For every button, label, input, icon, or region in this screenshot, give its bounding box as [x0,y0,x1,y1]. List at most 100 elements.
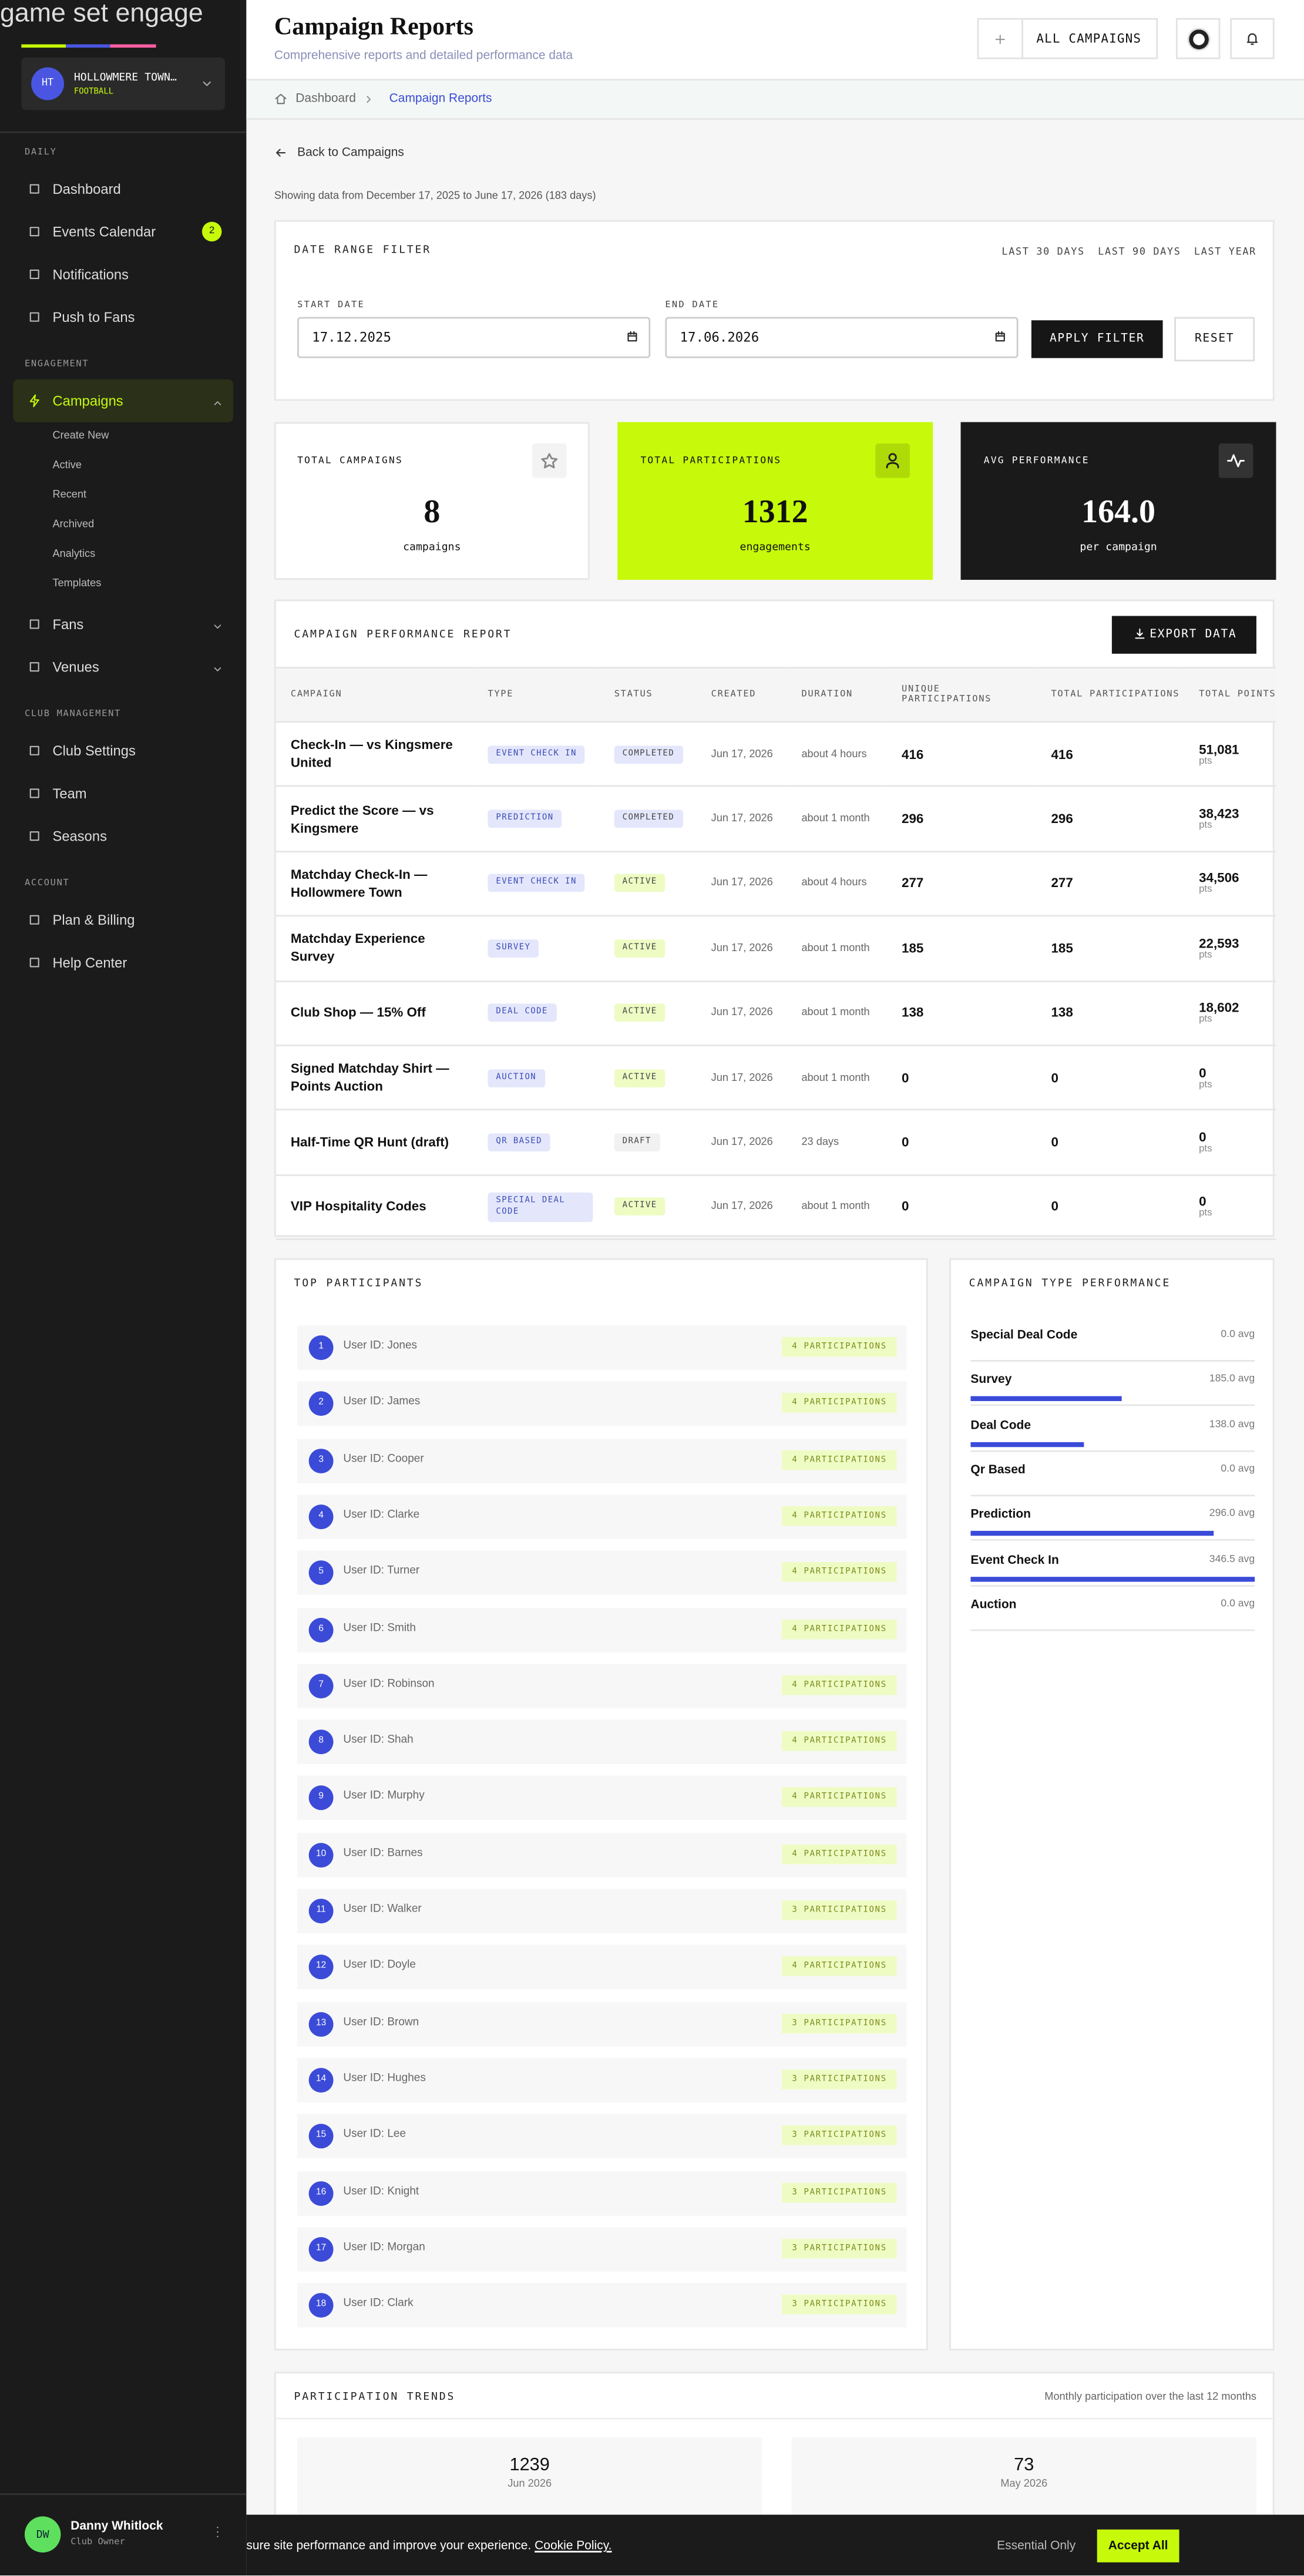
icon [214,624,221,629]
nav-item[interactable]: Notifications [13,253,233,296]
unique-participations: 296 [886,786,1037,852]
type-row: Event Check In 346.5 avg [970,1551,1255,1586]
campaign-row[interactable]: VIP Hospitality Codes SPECIAL DEAL CODE AC… [275,1174,1276,1241]
campaign-row[interactable]: Predict the Score — vs Kingsmere PREDICTI… [275,786,1276,852]
user-id: User ID: Lee [343,2129,406,2141]
nav-item[interactable]: Club Settings [13,729,233,772]
type-row: Qr Based 0.0 avg [970,1462,1255,1496]
section-title: CLUB MANAGEMENT [24,709,121,720]
breadcrumb-current: Campaign Reports [389,90,492,105]
stat-label: TOTAL CAMPAIGNS [297,456,404,467]
type-cell: DEAL CODE [473,980,600,1046]
club-name: HOLLOWMERE TOWN… [73,70,177,84]
campaign-row[interactable]: Check-In — vs Kingsmere United EVENT CHEC… [275,721,1276,788]
notifications-button[interactable] [1230,18,1275,59]
total-points: 34,506 pts [1184,851,1276,917]
campaign-row[interactable]: Matchday Check-In — Hollowmere Town EVENT… [275,851,1276,917]
sidebar: game set engage HT HOLLOWMERE TOWN… FOOTBAL… [0,0,247,2576]
sub-nav-item[interactable]: Analytics [52,548,96,560]
user-id: User ID: Knight [343,2185,419,2197]
preset-button[interactable]: LAST 90 DAYS [1098,246,1181,258]
field-label: START DATE [297,300,365,311]
rank: 16 [308,2180,334,2205]
user-id: User ID: Jones [343,1340,418,1352]
nav-label: Help Center [52,954,127,971]
add-button[interactable] [979,19,1023,58]
icon [276,149,286,157]
column-header: TYPE [473,667,600,723]
type-row: Survey 185.0 avg [970,1372,1255,1407]
type-cell: QR BASED [473,1110,600,1176]
user-profile: DW Danny Whitlock Club Owner [0,2493,247,2575]
page-title: Campaign Reports [274,15,473,41]
stat-icon [1218,443,1253,478]
nav-item[interactable]: Venues [13,646,233,688]
stat-icon [875,443,910,478]
points-value: 0 [1199,1065,1206,1080]
total-points: 51,081 pts [1184,721,1276,788]
icon [1246,33,1258,45]
status-cell: ACTIVE [599,916,697,982]
preset-button[interactable]: LAST YEAR [1194,246,1256,258]
nav-item[interactable]: Fans [13,603,233,646]
participant-row: 13 User ID: Brown 3 PARTICIPATIONS [297,2001,907,2046]
nav-item[interactable]: Team [13,772,233,815]
campaign-row[interactable]: Matchday Experience Survey SURVEY ACTIVE Ju… [275,916,1276,982]
campaign-row[interactable]: Club Shop — 15% Off DEAL CODE ACTIVE Jun 17… [275,980,1276,1046]
sub-nav-item[interactable]: Active [52,459,82,472]
apply-button[interactable]: APPLY FILTER [1031,320,1163,358]
rank: 10 [308,1842,334,1868]
nav-item[interactable]: Events Calendar 2 [13,210,233,253]
icon [214,667,221,671]
icon [1227,454,1245,468]
accept-all-button[interactable]: Accept All [1097,2529,1179,2562]
sub-nav-item[interactable]: Archived [52,519,95,531]
back-link[interactable]: Back to Campaigns [274,145,404,159]
nav-item[interactable]: Campaigns [13,379,234,422]
sub-nav-item[interactable]: Templates [52,578,102,590]
nav-item[interactable]: Help Center [13,941,233,984]
created: Jun 17, 2026 [696,851,787,917]
unique-participations: 277 [886,851,1037,917]
points-value: 0 [1199,1194,1206,1210]
status-pill: ACTIVE [614,1069,666,1087]
stat-icon [532,443,567,478]
start-date-input[interactable]: 17.12.2025 [297,317,651,358]
export-button[interactable]: EXPORT DATA [1111,616,1256,654]
participant-row: 10 User ID: Barnes 4 PARTICIPATIONS [297,1832,907,1877]
campaign-row[interactable]: Half-Time QR Hunt (draft) QR BASED DRAFT Ju… [275,1110,1276,1176]
end-date-input[interactable]: 17.06.2026 [665,317,1019,358]
icon [541,453,558,469]
nav-item[interactable]: Plan & Billing [13,898,233,941]
total-participations: 0 [1036,1110,1184,1176]
status-pill: COMPLETED [614,745,683,764]
user-avatar: DW [24,2516,61,2553]
sub-nav-item[interactable]: Recent [52,489,87,501]
campaign-name: Predict the Score — vs Kingsmere [275,786,473,852]
sub-nav-item[interactable]: Create New [52,430,109,442]
participation-count: 3 PARTICIPATIONS [782,2238,897,2258]
points-unit: pts [1199,886,1212,896]
avatar-button[interactable] [1175,18,1221,59]
type-pill: EVENT CHECK IN [488,745,585,764]
cookie-policy-link[interactable]: Cookie Policy. [535,2537,612,2553]
campaign-row[interactable]: Signed Matchday Shirt — Points Auction AU… [275,1045,1276,1111]
icon [995,331,1005,342]
reset-button[interactable]: RESET [1174,317,1255,362]
breadcrumb-link[interactable]: Dashboard [295,90,356,105]
campaigns-button[interactable]: ALL CAMPAIGNS [977,18,1158,59]
essential-only-button[interactable]: Essential Only [997,2537,1076,2553]
card-title: DATE RANGE FILTER [294,243,432,257]
total-participations: 138 [1036,980,1184,1046]
nav-item[interactable]: Dashboard [13,167,233,210]
preset-button[interactable]: LAST 30 DAYS [1001,246,1085,258]
club-switcher[interactable]: HT HOLLOWMERE TOWN… FOOTBALL [21,57,226,110]
nav-item[interactable]: Seasons [13,815,233,858]
duration: about 1 month [787,980,887,1046]
type-row: Auction 0.0 avg [970,1596,1255,1631]
icon [29,788,39,798]
nav-label: Seasons [52,828,107,845]
type-name: Auction [970,1596,1017,1611]
nav-item[interactable]: Push to Fans [13,295,233,338]
club-avatar: HT [31,67,65,100]
